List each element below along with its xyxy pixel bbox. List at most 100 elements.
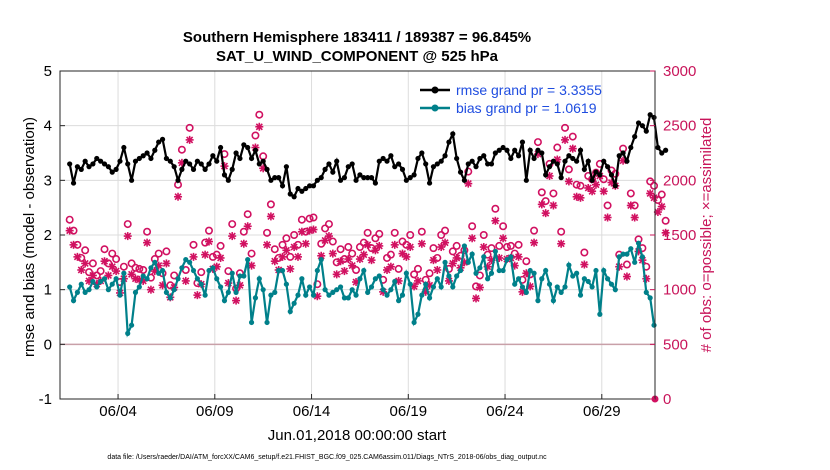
rmse-point [492, 150, 498, 156]
bias-series [67, 240, 657, 338]
obs-assimilated-point [355, 255, 364, 264]
obs-assimilated-point [239, 239, 248, 248]
bias-point [198, 281, 204, 287]
obs-assimilated-point [309, 225, 318, 234]
obs-assimilated-point [112, 267, 121, 276]
obs-possible-point [650, 181, 659, 190]
bias-point [639, 254, 646, 260]
obs-possible-point [541, 197, 550, 206]
rmse-point [543, 172, 549, 178]
bias-point [558, 289, 564, 295]
obs-possible-point [410, 270, 419, 279]
rmse-point [473, 164, 479, 170]
rmse-point [380, 155, 386, 162]
obs-possible-point [143, 227, 152, 236]
bias-point [74, 289, 81, 295]
obs-assimilated-point [661, 228, 670, 237]
obs-assimilated-point [413, 276, 422, 285]
rmse-point [438, 158, 444, 164]
left-tick-label: 4 [44, 118, 52, 135]
obs-possible-point [406, 231, 415, 240]
bias-point [589, 284, 595, 290]
obs-possible-point [657, 190, 666, 199]
bias-point [396, 298, 402, 304]
rmse-point [322, 166, 328, 172]
bias-point [365, 289, 371, 295]
bias-point [608, 281, 615, 287]
bias-point [341, 295, 348, 301]
bias-point [318, 257, 324, 263]
obs-possible-point [452, 241, 461, 250]
legend-entry-bias: bias grand pr = 1.0619 [420, 100, 597, 116]
obs-possible-point [533, 138, 542, 147]
bias-point [148, 265, 154, 271]
rmse-point [337, 177, 344, 183]
obs-possible-point [255, 110, 264, 119]
rmse-point [90, 161, 96, 167]
bias-point [531, 270, 537, 276]
obs-possible-point [328, 237, 337, 246]
bias-point [237, 273, 243, 279]
bias-point [330, 289, 336, 295]
obs-possible-point [127, 259, 136, 268]
obs-possible-point [622, 260, 631, 269]
bias-point [624, 251, 630, 257]
rmse-point [392, 164, 398, 170]
rmse-point [67, 161, 73, 167]
obs-assimilated-point [123, 232, 132, 241]
rmse-point [415, 155, 421, 162]
rmse-point [353, 177, 359, 183]
rmse-point [361, 175, 367, 181]
obs-assimilated-point [228, 232, 237, 241]
obs-possible-point [201, 238, 210, 247]
rmse-point [465, 161, 471, 167]
bias-point [264, 319, 270, 326]
rmse-point [550, 158, 557, 164]
obs-possible-point [510, 249, 519, 258]
obs-assimilated-point [348, 261, 357, 270]
obs-possible-point [499, 222, 508, 231]
bias-point [287, 308, 293, 315]
rmse-point [546, 164, 553, 170]
obs-possible-point [348, 249, 357, 258]
obs-possible-point [65, 215, 74, 224]
rmse-point [214, 158, 220, 164]
bias-point [477, 265, 483, 271]
obs-assimilated-point [77, 265, 86, 274]
right-tick-label: 0 [663, 391, 671, 408]
rmse-point [481, 153, 487, 159]
obs-assimilated-point [294, 252, 302, 261]
obs-possible-point [522, 257, 531, 266]
obs-assimilated-point [266, 212, 275, 221]
rmse-point [372, 180, 378, 186]
obs-possible-point [363, 228, 372, 237]
bias-point [651, 322, 657, 328]
rmse-point [639, 123, 646, 129]
rmse-point [442, 153, 448, 159]
rmse-point [574, 158, 580, 164]
bias-point [144, 276, 150, 282]
legend: rmse grand pr = 3.3355 bias grand pr = 1… [420, 82, 602, 116]
rmse-point [523, 177, 529, 183]
obs-possible-point [259, 152, 268, 161]
obs-possible-point [336, 245, 345, 254]
obs-possible-point [162, 247, 171, 256]
bias-point [314, 267, 320, 274]
rmse-point [570, 155, 576, 162]
bias-point [152, 259, 158, 265]
bias-point [647, 295, 653, 301]
bias-point [233, 289, 239, 295]
obs-possible-point [568, 132, 577, 141]
rmse-point [183, 158, 189, 164]
obs-possible-point [472, 282, 481, 291]
obs-possible-point [305, 214, 314, 223]
bias-point [194, 276, 200, 282]
bias-point [620, 251, 626, 257]
obs-assimilated-point [499, 234, 508, 243]
rmse-point [113, 166, 119, 172]
obs-possible-point [514, 240, 523, 249]
bias-point [643, 289, 649, 295]
rmse-series [67, 112, 669, 200]
rmse-point [597, 172, 603, 178]
obs-possible-point [88, 259, 97, 268]
